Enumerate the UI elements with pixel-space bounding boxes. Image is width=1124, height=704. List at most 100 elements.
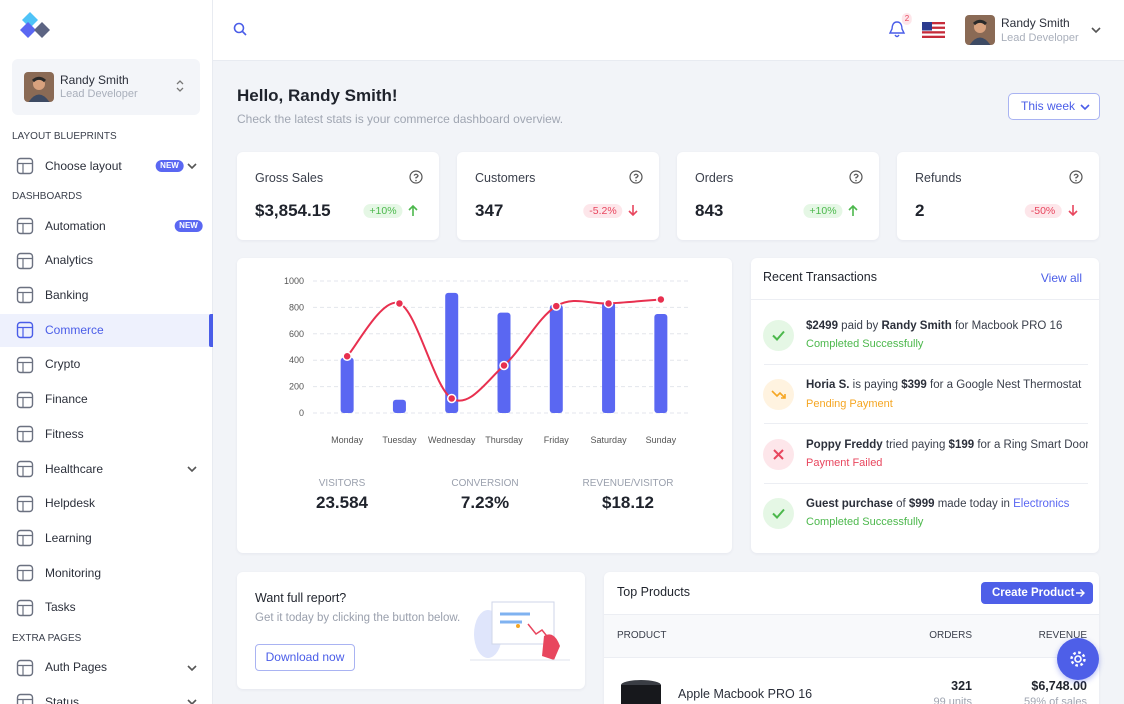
icon-part xyxy=(628,205,638,217)
nav-label: Fitness xyxy=(45,426,84,441)
text-part: $199 xyxy=(948,438,975,451)
icon-part xyxy=(500,612,530,624)
icon-part xyxy=(1070,651,1086,667)
icon-part xyxy=(17,292,33,303)
header-user-name[interactable]: Randy Smith xyxy=(1001,15,1070,30)
bar xyxy=(654,314,668,413)
settings-fab[interactable] xyxy=(1057,638,1099,680)
nav-icon xyxy=(16,495,34,512)
flag xyxy=(922,22,945,38)
period-button[interactable] xyxy=(1008,93,1100,120)
icon-part xyxy=(1076,589,1085,597)
stat-value: 347 xyxy=(475,201,504,221)
icon-part xyxy=(771,390,786,400)
metric-label: CONVERSION xyxy=(451,478,519,489)
transaction-text: Guest purchase of $999 made today in Ele… xyxy=(806,496,1088,512)
bar xyxy=(445,292,459,413)
icon-part xyxy=(187,466,197,473)
nav-icon xyxy=(16,564,34,582)
nav-icon xyxy=(16,287,34,304)
nav-icon xyxy=(16,659,34,676)
bar xyxy=(392,399,406,413)
card-title: Recent Transactions xyxy=(763,270,877,285)
x-tick-label: Monday xyxy=(331,435,364,445)
avatar xyxy=(965,15,995,45)
x-tick-label: Friday xyxy=(544,435,570,445)
stat-change: -5.2% xyxy=(583,203,623,219)
nav-icon xyxy=(16,425,34,443)
icon-part xyxy=(16,659,34,676)
create-button[interactable] xyxy=(981,582,1093,604)
icon-part xyxy=(409,170,423,184)
nav-label: Tasks xyxy=(45,600,76,615)
nav-label: Monitoring xyxy=(45,565,102,580)
section-title: EXTRA PAGES xyxy=(12,632,82,644)
icon-part xyxy=(922,35,945,38)
user-name: Randy Smith xyxy=(60,72,129,87)
stat-card xyxy=(677,152,879,240)
stat-change: +10% xyxy=(803,203,843,219)
section-title: LAYOUT BLUEPRINTS xyxy=(12,131,117,142)
nav-label: Analytics xyxy=(45,253,94,268)
text-part: Randy Smith xyxy=(881,320,952,332)
notification-count: 2 xyxy=(901,13,913,25)
stat-card xyxy=(457,152,659,240)
icon-part xyxy=(633,173,639,179)
nav-icon xyxy=(16,460,34,478)
icon-part xyxy=(772,508,785,519)
icon-part xyxy=(17,500,33,512)
icon-part xyxy=(415,179,417,182)
icon-part xyxy=(773,448,784,460)
icon-part xyxy=(894,34,900,38)
metric-label: REVENUE/VISITOR xyxy=(582,478,674,489)
stat-change: +10% xyxy=(363,203,403,219)
bar xyxy=(602,302,616,413)
icon-part xyxy=(17,569,33,581)
x-tick-label: Saturday xyxy=(591,435,628,445)
text-part[interactable]: Electronics xyxy=(1013,497,1070,510)
download-button[interactable] xyxy=(255,644,355,671)
nav-icon xyxy=(16,321,34,339)
icon-part xyxy=(16,287,34,304)
icon-part xyxy=(31,76,47,83)
icon-part xyxy=(187,163,197,170)
icon-part xyxy=(848,204,858,216)
chevron xyxy=(187,163,197,170)
icon-part xyxy=(16,252,34,269)
icon-part xyxy=(922,22,945,38)
line-point xyxy=(603,298,614,309)
divider xyxy=(751,299,1099,300)
y-tick-label: 800 xyxy=(289,302,304,312)
line-point xyxy=(499,360,509,371)
text-part: Poppy Freddy xyxy=(806,438,883,451)
nav-label: Choose layout xyxy=(45,158,122,173)
nav-icon xyxy=(16,530,34,547)
nav-icon xyxy=(16,391,34,408)
stat-value: $3,854.15 xyxy=(255,201,331,221)
text-part: $999 xyxy=(908,497,935,510)
icon-part xyxy=(763,320,794,351)
icon-part xyxy=(972,19,988,26)
icon-part xyxy=(413,173,419,179)
transaction-text: $2499 paid by Randy Smith for Macbook PR… xyxy=(806,318,1088,334)
icon-part xyxy=(922,22,945,25)
stat-change: -50% xyxy=(1024,203,1062,219)
text-part: tried paying xyxy=(882,438,949,451)
text-part: for Macbook PRO 16 xyxy=(951,320,1063,332)
nav-icon xyxy=(16,217,34,235)
text-part: of xyxy=(892,497,909,510)
status-icon xyxy=(763,320,794,351)
nav-label: Commerce xyxy=(45,322,104,337)
view-all-link[interactable]: View all xyxy=(1040,270,1082,285)
nav-badge: NEW xyxy=(174,220,203,232)
icon-part xyxy=(17,222,33,234)
nav-label: Auth Pages xyxy=(45,660,108,675)
icon-part xyxy=(16,495,34,512)
icon-part xyxy=(408,204,418,216)
icon-part xyxy=(17,361,33,373)
icon-part xyxy=(28,94,50,102)
icon-part xyxy=(17,162,33,174)
icon-part xyxy=(16,321,34,339)
icon-part xyxy=(969,37,991,45)
